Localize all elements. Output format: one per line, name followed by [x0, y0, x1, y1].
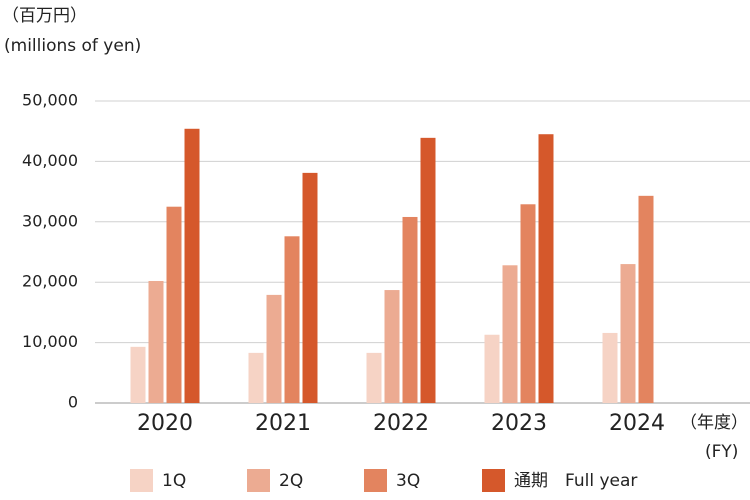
- bar: [638, 195, 654, 403]
- y-unit-label-en: (millions of yen): [4, 36, 141, 56]
- x-unit-label: （年度）: [680, 413, 748, 433]
- x-unit-label-en: (FY): [705, 442, 738, 462]
- x-tick-label: 2021: [255, 411, 311, 436]
- bar: [402, 216, 418, 403]
- bar: [166, 206, 182, 403]
- y-tick-label: 30,000: [22, 211, 78, 230]
- legend-swatch: [247, 469, 270, 492]
- bar: [130, 346, 146, 403]
- bar: [148, 280, 164, 403]
- bar: [384, 290, 400, 403]
- bar: [502, 265, 518, 403]
- bar: [366, 352, 382, 403]
- bar: [184, 128, 200, 403]
- y-tick-label: 20,000: [22, 272, 78, 291]
- x-tick-label: 2020: [137, 411, 193, 436]
- legend-swatch: [130, 469, 153, 492]
- bar: [248, 352, 264, 403]
- bar: [284, 236, 300, 403]
- y-tick-label: 40,000: [22, 151, 78, 170]
- legend-label: 2Q: [279, 471, 303, 491]
- x-tick-label: 2024: [609, 411, 665, 436]
- bar: [420, 137, 436, 403]
- bar: [602, 332, 618, 403]
- bar: [520, 204, 536, 403]
- legend-swatch: [364, 469, 387, 492]
- bar: [266, 294, 282, 403]
- y-tick-label: 0: [68, 393, 78, 412]
- y-tick-label: 50,000: [22, 91, 78, 110]
- bar: [484, 334, 500, 403]
- legend-label: 1Q: [162, 471, 186, 491]
- bar: [302, 172, 318, 403]
- y-tick-label: 10,000: [22, 332, 78, 351]
- x-tick-label: 2023: [491, 411, 547, 436]
- bar: [538, 134, 554, 403]
- legend-label: 通期 Full year: [514, 471, 637, 491]
- legend-swatch: [482, 469, 505, 492]
- y-unit-label: （百万円）: [2, 6, 87, 26]
- bar: [620, 264, 636, 403]
- x-tick-label: 2022: [373, 411, 429, 436]
- legend-label: 3Q: [396, 471, 420, 491]
